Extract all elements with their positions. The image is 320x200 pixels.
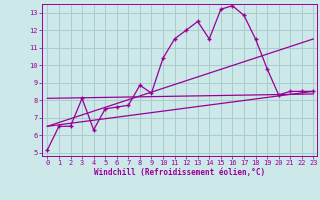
X-axis label: Windchill (Refroidissement éolien,°C): Windchill (Refroidissement éolien,°C) <box>94 168 265 177</box>
